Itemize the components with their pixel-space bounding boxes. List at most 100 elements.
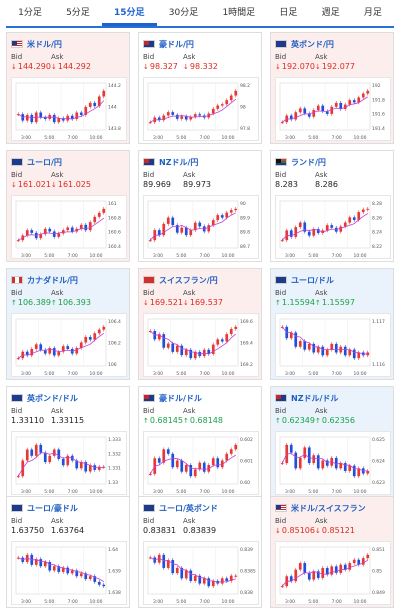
candle-body (234, 326, 238, 329)
tab-6[interactable]: 週足 (321, 8, 340, 18)
rate-card[interactable]: スイスフラン/円 Bid Ask ↓169.521 ↓169.537 169.6 169.4… (138, 268, 262, 380)
mini-chart[interactable]: 0.625 0.624 0.623 3:00 5:00 7:00 10:00 (275, 431, 391, 495)
candle-body (157, 117, 161, 121)
rate-card[interactable]: ユーロ/豪ドル Bid Ask 1.63750 1.63764 1.64 1.639 1.63… (6, 496, 130, 608)
candle-body (316, 229, 320, 233)
candle-body (298, 341, 302, 347)
rate-card[interactable]: 豪ドル/円 Bid Ask ↓98.327 ↓98.332 98.2 98 97.8 3:00 5… (138, 32, 262, 144)
pair-name[interactable]: 米ドル/円 (27, 39, 62, 49)
candle-body (229, 95, 233, 101)
tab-3[interactable]: 30分足 (168, 8, 199, 18)
mini-chart[interactable]: 8.28 8.26 8.24 8.22 3:00 5:00 7:00 10:00 (275, 195, 391, 259)
x-tick-label: 7:00 (200, 599, 210, 605)
moving-average-line (18, 557, 105, 582)
mini-chart[interactable]: 192 191.8 191.6 191.4 3:00 5:00 7:00 10:00 (275, 77, 391, 141)
pair-name[interactable]: ユーロ/ドル (291, 275, 334, 285)
rate-card[interactable]: ユーロ/円 Bid Ask ↓161.021 ↓161.025 161 160.8 160.6… (6, 150, 130, 262)
pair-name[interactable]: ユーロ/豪ドル (27, 503, 78, 513)
bid-label: Bid (275, 407, 287, 415)
pair-name[interactable]: カナダドル/円 (27, 275, 78, 285)
candle-body (102, 584, 106, 587)
mini-chart[interactable]: 0.839 0.8385 0.838 3:00 5:00 7:00 10:00 (143, 541, 259, 605)
rate-card[interactable]: 英ポンド/円 Bid Ask ↓192.070 ↓192.077 192 191.8 191.… (270, 32, 394, 144)
rate-card[interactable]: 米ドル/スイスフラン Bid Ask ↓0.85106 ↓0.85121 0.851 0.8… (270, 496, 394, 608)
mini-chart[interactable]: 1.64 1.639 1.638 3:00 5:00 7:00 10:00 (11, 541, 127, 605)
candle-body (43, 561, 47, 567)
candle-body (16, 476, 20, 478)
candle-body (88, 336, 92, 340)
pair-name[interactable]: 豪ドル/ドル (159, 393, 202, 403)
y-tick-label: 191.4 (372, 126, 385, 132)
tab-4[interactable]: 1時間足 (222, 8, 256, 18)
candle-body (61, 567, 65, 572)
rate-card[interactable]: ユーロ/ドル Bid Ask ↑1.15594 ↑1.15597 1.117 1.116 3:… (270, 268, 394, 380)
tab-5[interactable]: 日足 (279, 8, 298, 18)
candlestick-chart: 192 191.8 191.6 191.4 3:00 5:00 7:00 10:00 (279, 82, 385, 141)
mini-chart[interactable]: 1.117 1.116 3:00 5:00 7:00 10:00 (275, 313, 391, 377)
ask-text: 89.973 (183, 180, 211, 189)
x-tick-label: 10:00 (222, 599, 235, 605)
candle-body (16, 240, 20, 242)
candle-body (180, 227, 184, 233)
x-tick-label: 3:00 (285, 135, 295, 141)
rate-card[interactable]: ユーロ/英ポンド Bid Ask 0.83831 0.83839 0.839 0.8385 0… (138, 496, 262, 608)
mini-chart[interactable]: 106.4 106.2 106 3:00 5:00 7:00 10:00 (11, 313, 127, 377)
x-tick-label: 7:00 (200, 489, 210, 495)
candle-body (30, 114, 34, 123)
pair-name[interactable]: 英ポンド/ドル (27, 393, 78, 403)
candle-body (202, 578, 206, 584)
pair-name[interactable]: NZドル/ドル (291, 393, 339, 403)
mini-chart[interactable]: 0.851 0.85 0.849 3:00 5:00 7:00 10:00 (275, 541, 391, 605)
candle-body (294, 112, 298, 120)
candle-body (70, 227, 74, 232)
card-header: ユーロ/円 (11, 156, 62, 168)
mini-chart[interactable]: 90 89.9 89.8 89.7 3:00 5:00 7:00 10:00 (143, 195, 259, 259)
mini-chart[interactable]: 0.602 0.601 0.60 3:00 5:00 7:00 10:00 (143, 431, 259, 495)
pair-name[interactable]: NZドル/円 (159, 157, 199, 167)
y-tick-label: 0.625 (372, 437, 385, 443)
tab-2[interactable]: 15分足 (101, 0, 157, 26)
pair-name[interactable]: ユーロ/円 (27, 157, 62, 167)
candle-body (88, 222, 92, 231)
tab-7[interactable]: 月足 (363, 8, 382, 18)
moving-average-line (281, 453, 368, 472)
rate-card[interactable]: ランド/円 Bid Ask 8.283 8.286 8.28 8.26 8.24 8.22 3:0… (270, 150, 394, 262)
pair-name[interactable]: ユーロ/英ポンド (159, 503, 218, 513)
card-header: ユーロ/ドル (275, 274, 334, 286)
candle-body (303, 447, 307, 458)
mini-chart[interactable]: 144.2 144 143.8 3:00 5:00 7:00 10:00 (11, 77, 127, 141)
candle-body (175, 567, 179, 574)
candle-body (207, 349, 211, 354)
rate-card[interactable]: NZドル/円 Bid Ask 89.969 89.973 90 89.9 89.8 89.7 3:… (138, 150, 262, 262)
pair-name[interactable]: 米ドル/スイスフラン (291, 503, 366, 513)
candle-body (180, 460, 184, 472)
rate-card[interactable]: カナダドル/円 Bid Ask ↑106.389 ↑106.393 106.4 106.2 1… (6, 268, 130, 380)
y-tick-label: 169.2 (240, 362, 253, 368)
mini-chart[interactable]: 161 160.8 160.6 160.4 3:00 5:00 7:00 10:00 (11, 195, 127, 259)
rate-card[interactable]: 英ポンド/ドル Bid Ask 1.33110 1.33115 1.333 1.332 1.3… (6, 386, 130, 498)
bid-label: Bid (275, 53, 287, 61)
candle-body (171, 343, 175, 352)
ask-text: 0.68148 (189, 416, 223, 425)
y-tick-label: 1.117 (372, 319, 385, 325)
bid-label: Bid (11, 171, 23, 179)
rate-card[interactable]: NZドル/ドル Bid Ask ↑0.62349 ↑0.62356 0.625 0.624 0… (270, 386, 394, 498)
candle-body (280, 463, 284, 465)
rate-card[interactable]: 米ドル/円 Bid Ask ↓144.290 ↓144.292 144.2 144 143.8… (6, 32, 130, 144)
pair-name[interactable]: 豪ドル/円 (159, 39, 194, 49)
tab-1[interactable]: 5分足 (66, 8, 90, 18)
tab-0[interactable]: 1分足 (18, 8, 42, 18)
y-tick-label: 191.8 (372, 97, 385, 103)
candle-body (307, 343, 311, 350)
y-tick-label: 0.602 (240, 437, 253, 443)
mini-chart[interactable]: 98.2 98 97.8 3:00 5:00 7:00 10:00 (143, 77, 259, 141)
mini-chart[interactable]: 1.333 1.332 1.331 1.33 3:00 5:00 7:00 10:00 (11, 431, 127, 495)
pair-name[interactable]: ランド/円 (291, 157, 326, 167)
pair-name[interactable]: 英ポンド/円 (291, 39, 334, 49)
mini-chart[interactable]: 169.6 169.4 169.2 3:00 5:00 7:00 10:00 (143, 313, 259, 377)
pair-name[interactable]: スイスフラン/円 (159, 275, 218, 285)
ask-value: ↑1.15597 (315, 298, 355, 307)
y-tick-label: 1.331 (108, 466, 121, 472)
eu-flag (11, 504, 23, 512)
rate-card[interactable]: 豪ドル/ドル Bid Ask ↑0.68145 ↑0.68148 0.602 0.601 0.… (138, 386, 262, 498)
